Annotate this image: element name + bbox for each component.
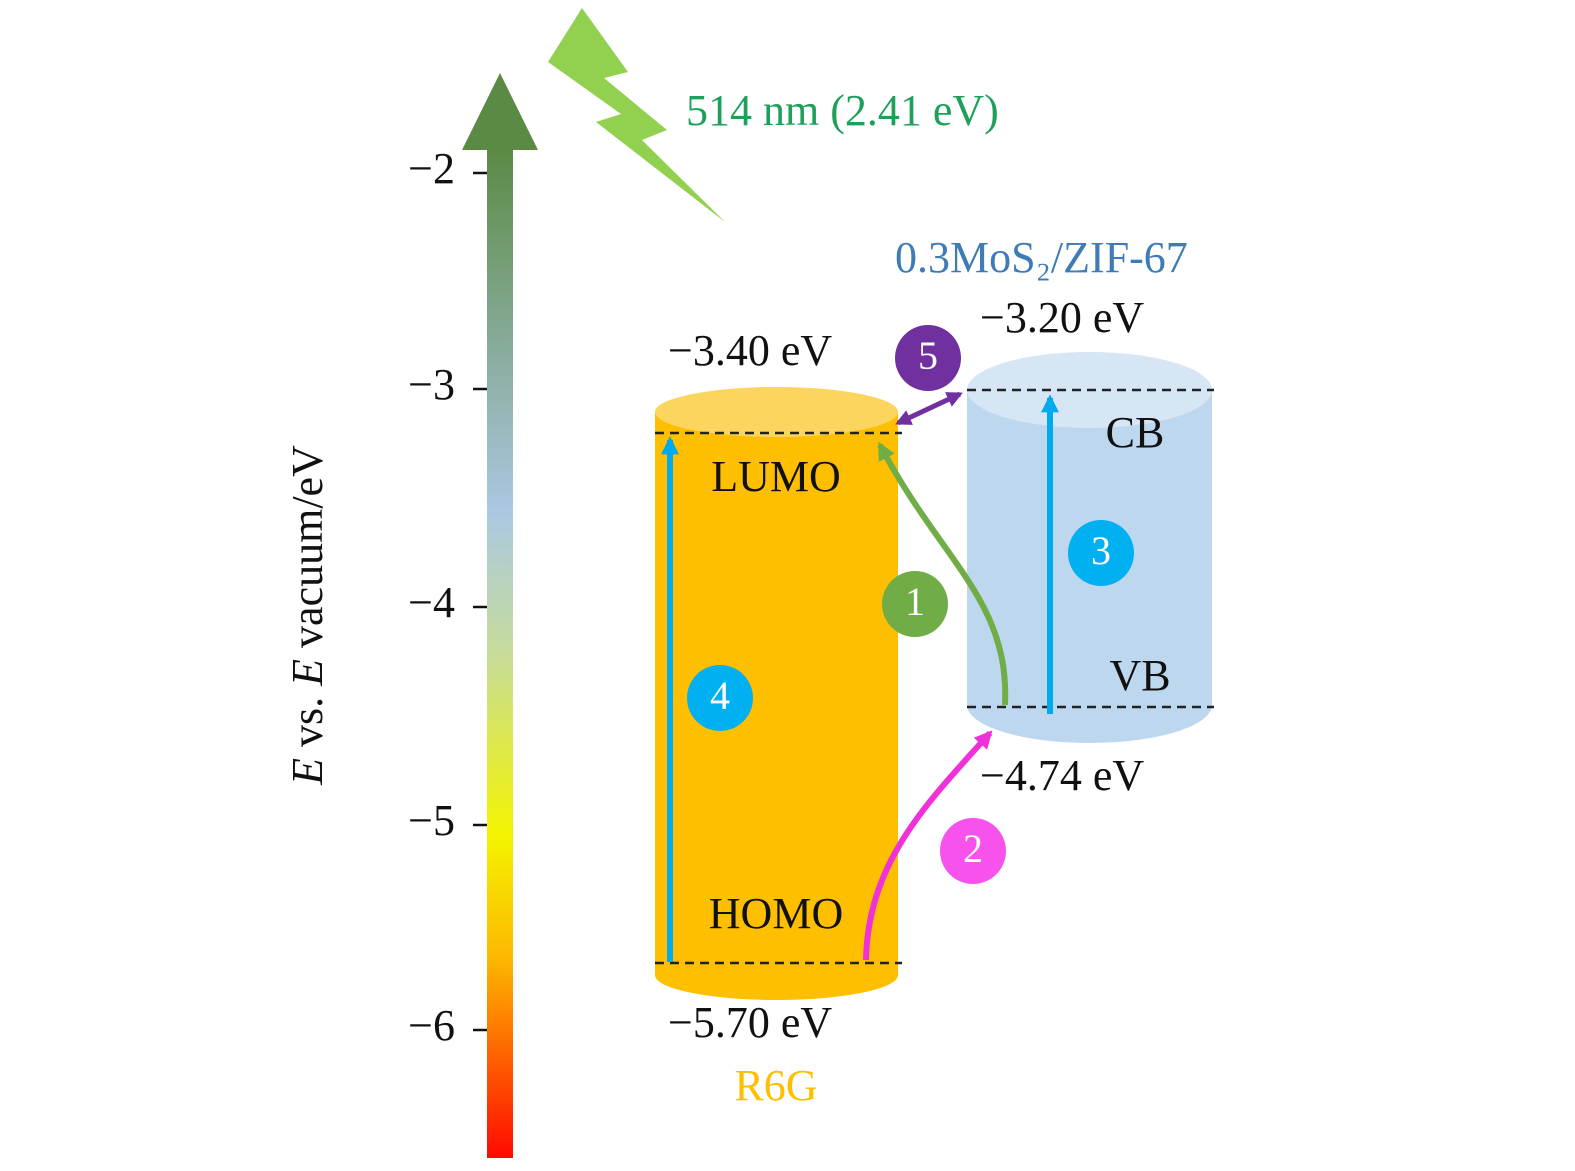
tick-label: −6 [408, 1001, 455, 1050]
tick-label: −2 [408, 144, 455, 193]
level-label: VB [1109, 651, 1170, 700]
axis-label-part: E [283, 659, 332, 687]
step-badge [687, 665, 753, 731]
energy-arrow [487, 148, 513, 1158]
tick-label: −5 [408, 796, 455, 845]
lightning [548, 8, 725, 222]
transfer-arrow [877, 441, 1009, 706]
step-number: 2 [963, 826, 983, 871]
material-name: 0.3MoS₂/ZIF-67 [895, 233, 1188, 282]
axis-label-part: E [283, 758, 332, 786]
ticks: −2 −3 −4 −5 −6 [408, 144, 487, 1050]
energy-label: −5.70 eV [668, 998, 832, 1047]
level-label: HOMO [709, 889, 843, 938]
energy-label: −3.40 eV [668, 326, 832, 375]
axis-label-part: vs. [283, 686, 332, 758]
mos2-cylinder-bottom [967, 667, 1212, 743]
level-label: CB [1106, 408, 1165, 457]
step-number: 1 [905, 579, 925, 624]
tick-label: −4 [408, 578, 455, 627]
transfer-arrow [863, 730, 993, 961]
step-number: 5 [918, 333, 938, 378]
step-badge [1068, 520, 1134, 586]
light-label: 514 nm (2.41 eV) [686, 86, 999, 135]
axis-label-part: vacuum/eV [283, 445, 332, 659]
step-number: 3 [1091, 528, 1111, 573]
step-number: 4 [710, 673, 730, 718]
step-badge [882, 571, 948, 637]
axis-label: E vs. E vacuum/eV [283, 445, 332, 786]
step-badge [895, 325, 961, 391]
r6g-cylinder-top [655, 387, 898, 437]
level-label: LUMO [711, 452, 841, 501]
tick-label: −3 [408, 360, 455, 409]
material-name: R6G [734, 1061, 817, 1110]
transfer-arrow [895, 391, 963, 426]
energy-label: −4.74 eV [980, 751, 1144, 800]
r6g-cylinder-bottom [655, 950, 898, 1000]
energy-label: −3.20 eV [980, 293, 1144, 342]
step-badge [940, 818, 1006, 884]
energy-arrow-head [462, 73, 538, 150]
